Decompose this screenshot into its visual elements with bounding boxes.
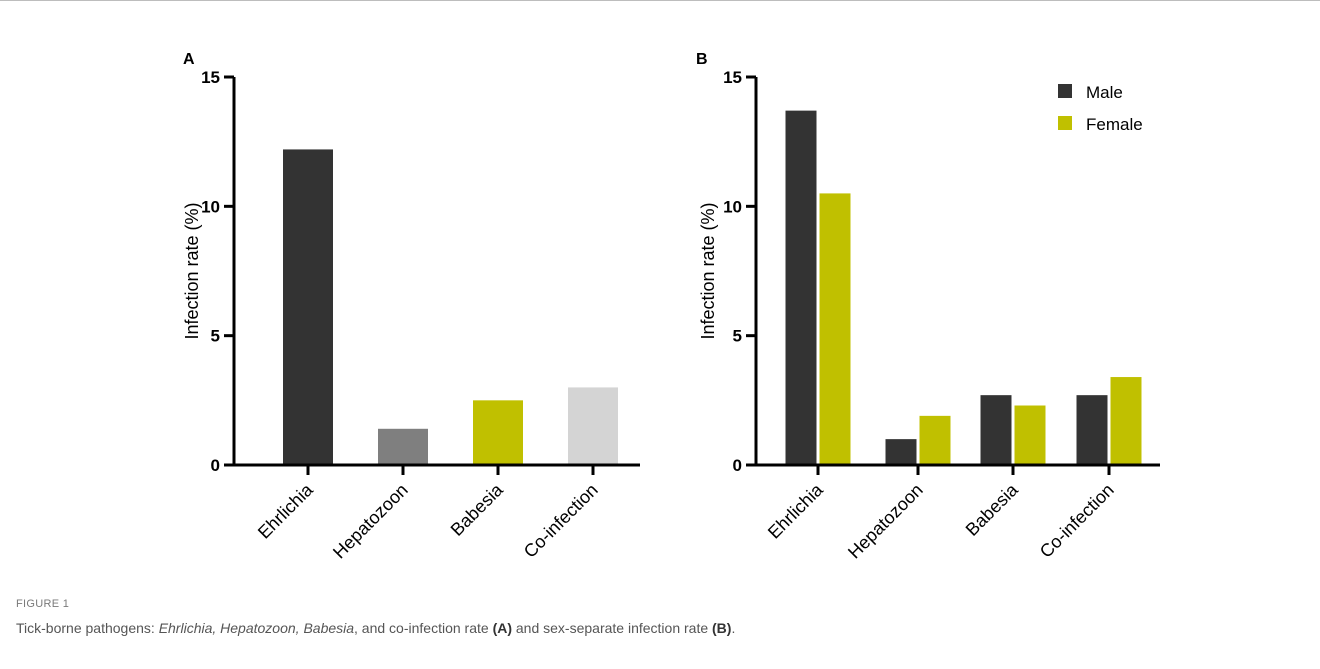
y-axis-label-b: Infection rate (%): [698, 202, 718, 339]
bar-a-co-infection: [568, 387, 618, 465]
x-tick-label-b-babesia: Babesia: [962, 479, 1023, 540]
caption-italic-pathogens: Ehrlichia, Hepatozoon, Babesia: [158, 620, 355, 636]
caption-mid-1: , and co-infection rate: [354, 620, 493, 636]
x-tick-label-b-hepatozoon: Hepatozoon: [844, 480, 927, 563]
figure-caption: Tick-borne pathogens: Ehrlichia, Hepatoz…: [16, 620, 735, 636]
y-tick-label-b-0: 0: [733, 456, 742, 475]
legend-swatch-female: [1058, 116, 1072, 130]
x-tick-label-a-ehrlichia: Ehrlichia: [254, 479, 318, 543]
bar-a-ehrlichia: [283, 149, 333, 465]
figure-label: FIGURE 1: [16, 598, 70, 610]
x-tick-label-b-co-infection: Co-infection: [1036, 480, 1118, 562]
legend-label-female: Female: [1086, 115, 1143, 134]
panel-letter-b: B: [696, 51, 708, 68]
y-tick-label-b-5: 5: [733, 327, 742, 346]
y-tick-label-a-0: 0: [211, 456, 220, 475]
bar-b-male-co-infection: [1076, 395, 1108, 465]
bar-b-male-babesia: [980, 395, 1012, 465]
legend-label-male: Male: [1086, 83, 1123, 102]
x-tick-label-b-ehrlichia: Ehrlichia: [764, 479, 828, 543]
figure-frame-top: [0, 0, 1320, 1]
x-tick-label-a-co-infection: Co-infection: [520, 480, 602, 562]
x-tick-label-a-hepatozoon: Hepatozoon: [329, 480, 412, 563]
y-tick-label-b-15: 15: [723, 68, 742, 87]
caption-suffix: .: [731, 620, 736, 636]
bar-b-female-babesia: [1014, 405, 1046, 465]
x-tick-label-a-babesia: Babesia: [447, 479, 508, 540]
bar-b-female-hepatozoon: [919, 415, 951, 465]
caption-panel-b-ref: (B): [712, 620, 732, 636]
bar-b-female-co-infection: [1110, 377, 1142, 465]
caption-mid-2: and sex-separate infection rate: [512, 620, 713, 636]
y-tick-label-a-15: 15: [201, 68, 220, 87]
bar-a-hepatozoon: [378, 428, 428, 465]
panel-letter-a: A: [183, 51, 195, 68]
caption-prefix: Tick-borne pathogens:: [16, 620, 159, 636]
bar-a-babesia: [473, 400, 523, 465]
bar-b-male-ehrlichia: [785, 110, 817, 466]
y-tick-label-b-10: 10: [723, 197, 742, 216]
y-tick-label-a-10: 10: [201, 197, 220, 216]
bar-b-female-ehrlichia: [819, 193, 851, 465]
y-tick-label-a-5: 5: [211, 327, 220, 346]
legend-swatch-male: [1058, 84, 1072, 98]
bar-b-male-hepatozoon: [885, 439, 917, 465]
caption-panel-a-ref: (A): [492, 620, 512, 636]
y-axis-label-a: Infection rate (%): [182, 202, 202, 339]
